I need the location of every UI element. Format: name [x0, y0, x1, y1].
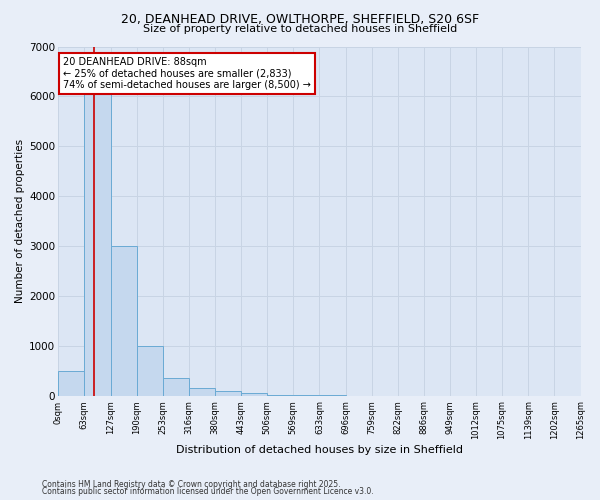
Bar: [267, 394, 293, 396]
Text: 20 DEANHEAD DRIVE: 88sqm
← 25% of detached houses are smaller (2,833)
74% of sem: 20 DEANHEAD DRIVE: 88sqm ← 25% of detach…: [63, 57, 311, 90]
Bar: [163, 378, 188, 396]
Bar: [215, 390, 241, 396]
Text: Size of property relative to detached houses in Sheffield: Size of property relative to detached ho…: [143, 24, 457, 34]
Bar: [84, 72, 110, 396]
Bar: [241, 393, 267, 396]
Text: Contains HM Land Registry data © Crown copyright and database right 2025.: Contains HM Land Registry data © Crown c…: [42, 480, 341, 489]
Text: Contains public sector information licensed under the Open Government Licence v3: Contains public sector information licen…: [42, 488, 374, 496]
Text: 20, DEANHEAD DRIVE, OWLTHORPE, SHEFFIELD, S20 6SF: 20, DEANHEAD DRIVE, OWLTHORPE, SHEFFIELD…: [121, 12, 479, 26]
Bar: [110, 246, 137, 396]
Bar: [188, 388, 215, 396]
Bar: [58, 370, 84, 396]
Bar: [137, 346, 163, 396]
Y-axis label: Number of detached properties: Number of detached properties: [15, 139, 25, 303]
X-axis label: Distribution of detached houses by size in Sheffield: Distribution of detached houses by size …: [176, 445, 463, 455]
